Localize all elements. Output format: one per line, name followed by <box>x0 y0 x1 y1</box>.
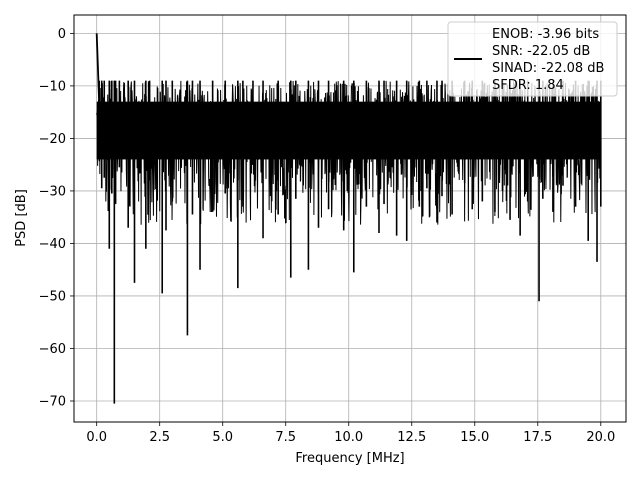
x-tick-label: 20.0 <box>586 430 615 445</box>
x-tick-label: 17.5 <box>523 430 552 445</box>
legend-sfdr: SFDR: 1.84 <box>492 78 564 93</box>
x-tick-label: 12.5 <box>397 430 426 445</box>
legend: ENOB: -3.96 bits SNR: -22.05 dB SINAD: -… <box>447 21 618 97</box>
y-tick-label: −70 <box>39 394 66 409</box>
psd-dc-spike <box>95 33 102 139</box>
x-axis-ticks: 0.0 2.5 5.0 7.5 10.0 12.5 15.0 17.5 20.0 <box>86 422 615 445</box>
y-tick-label: 0 <box>58 27 66 42</box>
y-axis-ticks: 0 −10 −20 −30 −40 −50 −60 −70 <box>39 27 74 409</box>
x-axis-label: Frequency [MHz] <box>295 451 404 466</box>
y-tick-label: −50 <box>39 289 66 304</box>
y-axis-label: PSD [dB] <box>14 189 29 247</box>
plot-frame <box>73 14 627 423</box>
x-tick-label: 2.5 <box>149 430 170 445</box>
x-tick-label: 7.5 <box>275 430 296 445</box>
y-tick-label: −30 <box>39 184 66 199</box>
legend-enob: ENOB: -3.96 bits <box>492 27 599 42</box>
y-tick-label: −40 <box>39 237 66 252</box>
psd-dense-core <box>96 101 601 160</box>
x-tick-label: 15.0 <box>460 430 489 445</box>
y-tick-label: −10 <box>39 79 66 94</box>
y-tick-label: −20 <box>39 132 66 147</box>
x-tick-label: 0.0 <box>86 430 107 445</box>
legend-snr: SNR: -22.05 dB <box>492 44 590 59</box>
y-tick-label: −60 <box>39 342 66 357</box>
legend-box <box>447 21 618 97</box>
psd-series <box>95 33 602 404</box>
x-tick-label: 5.0 <box>212 430 233 445</box>
plot-area <box>95 33 602 404</box>
legend-sinad: SINAD: -22.08 dB <box>492 61 604 76</box>
x-tick-label: 10.0 <box>334 430 363 445</box>
